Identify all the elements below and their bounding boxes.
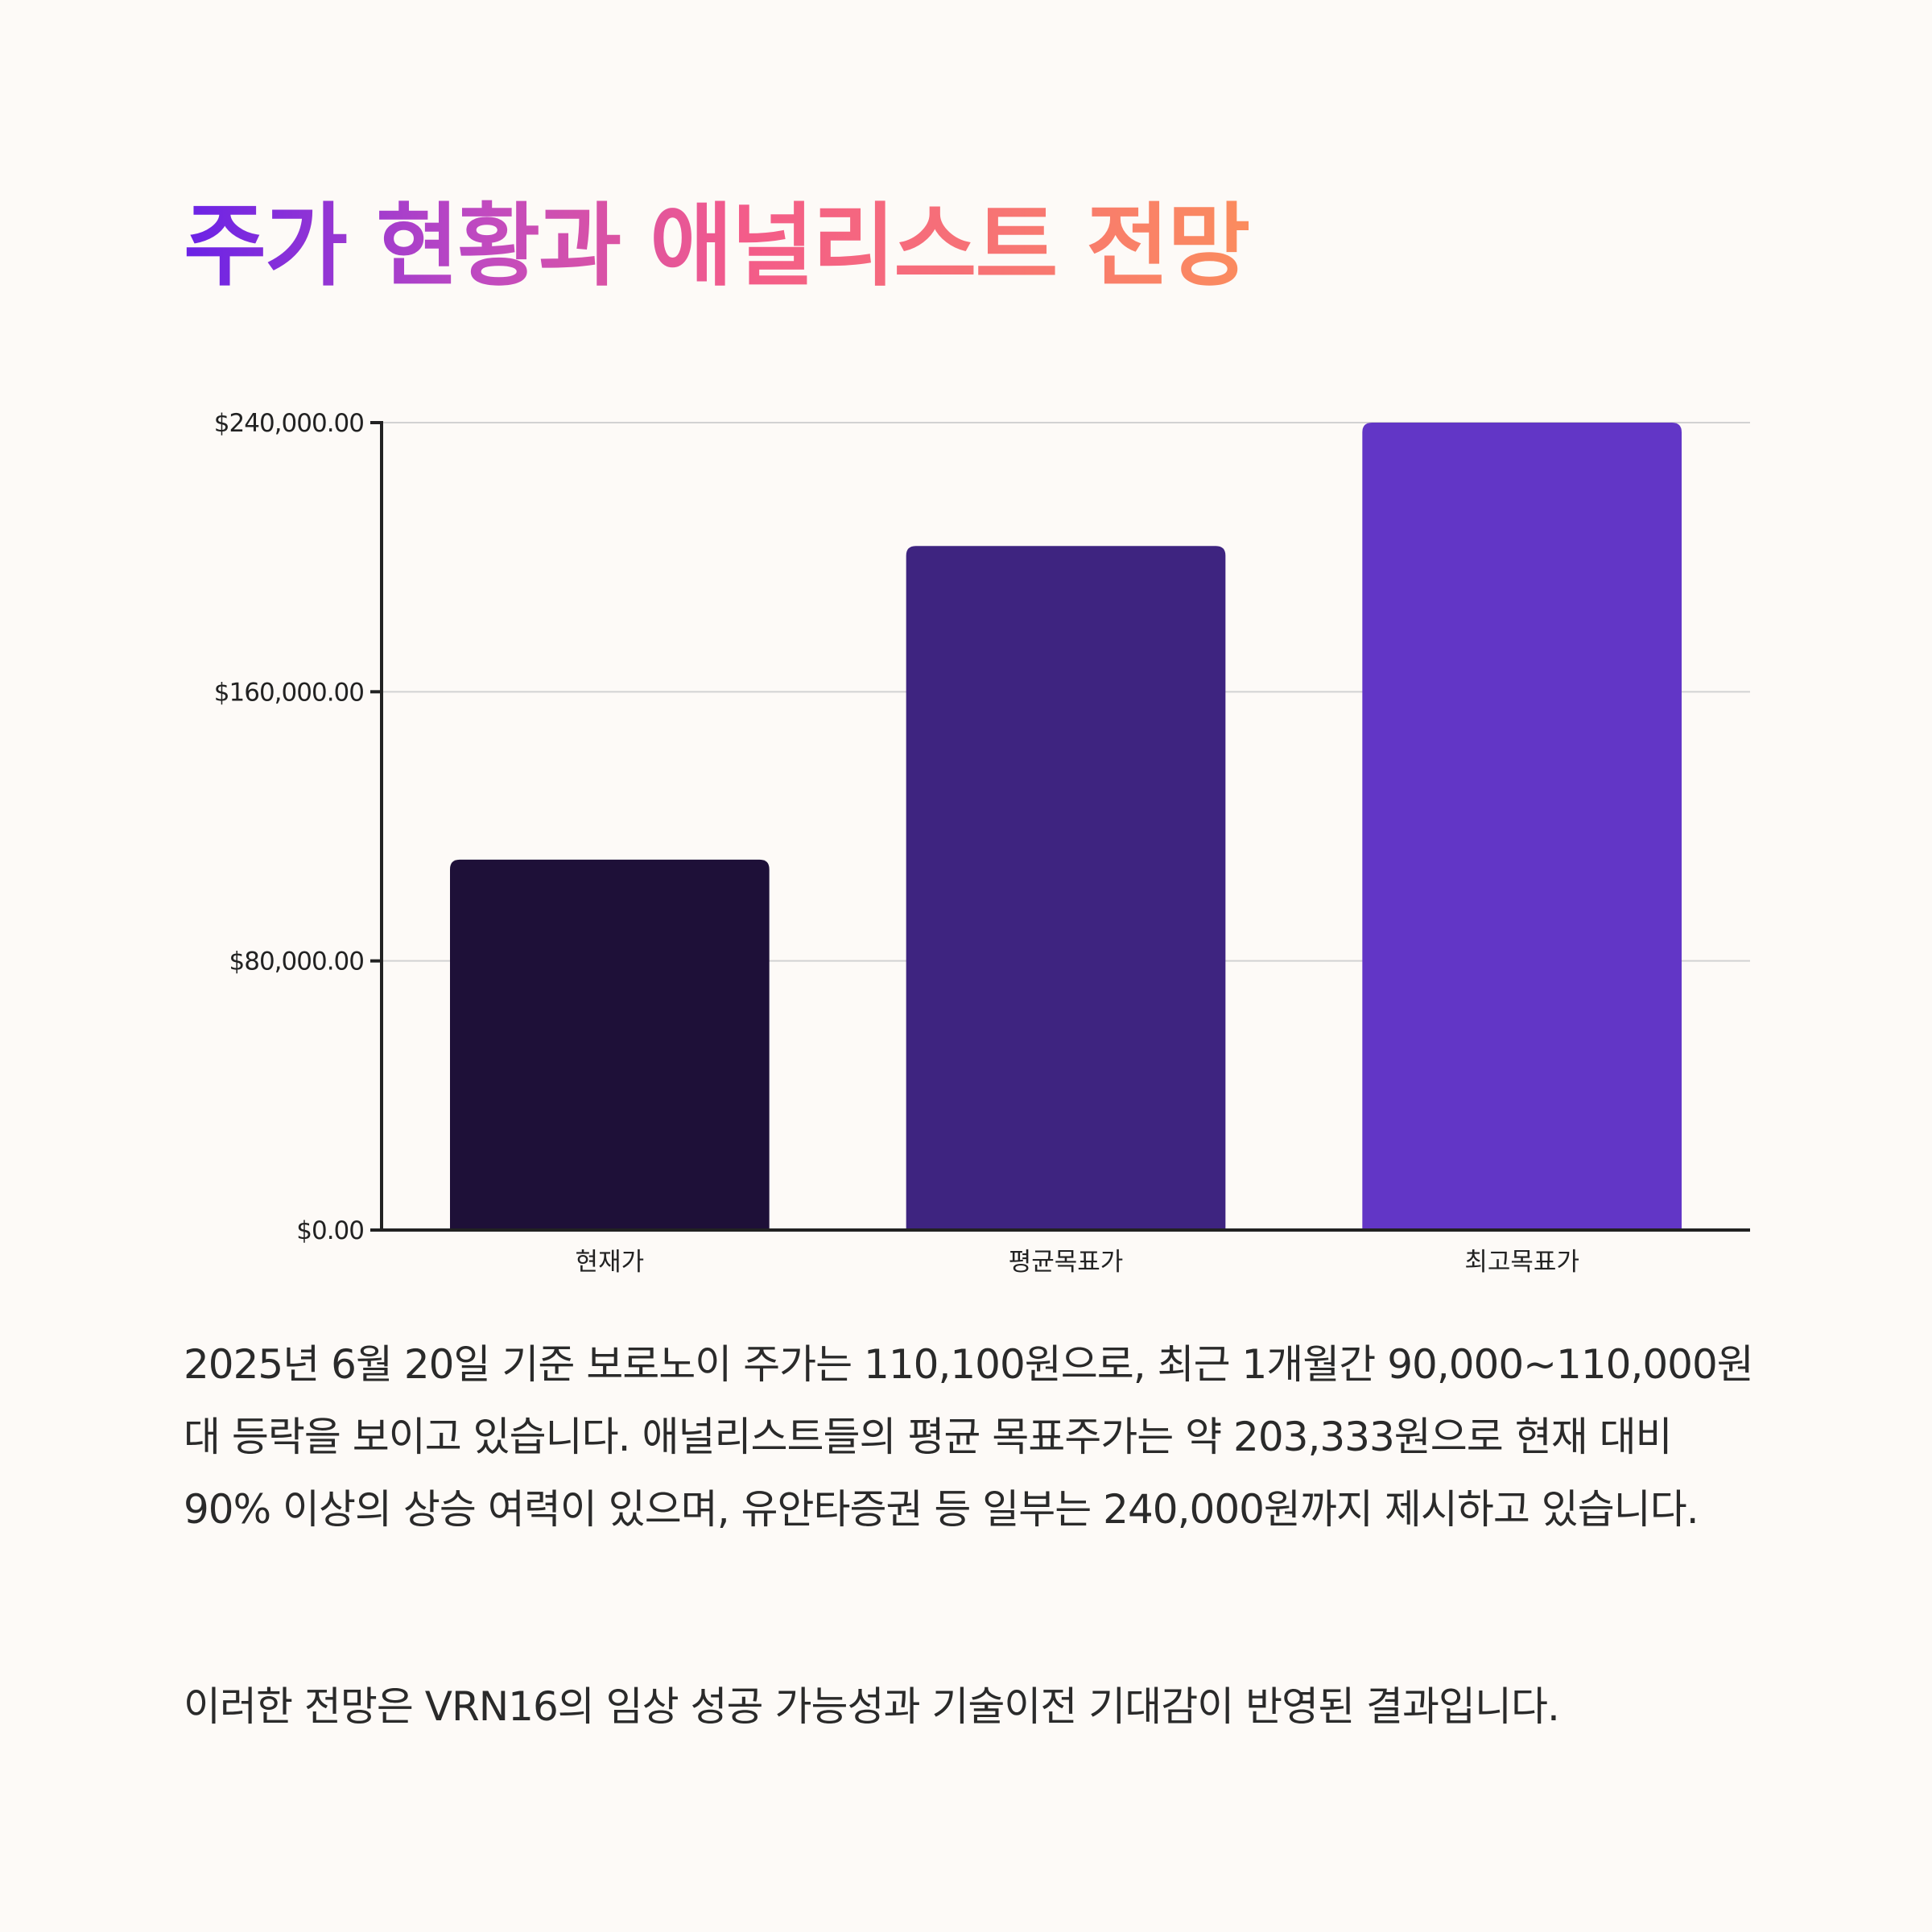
- bar-1: [450, 859, 770, 1230]
- summary-paragraph: 이러한 전망은 VRN16의 임상 성공 가능성과 기술이전 기대감이 반영된 …: [184, 1683, 1560, 1730]
- x-category-label: 최고목표가: [1464, 1248, 1579, 1277]
- bar-chart: $0.00 $80,000.00 $160,000.00 $240,000.00 현재가…: [214, 409, 1750, 1277]
- y-tick-label: $240,000.00: [214, 409, 364, 438]
- x-category-label: 평균목표가: [1009, 1248, 1124, 1277]
- description-paragraph: 2025년 6월 20일 기준 보로노이 주가는 110,100원으로, 최근 …: [184, 1341, 1754, 1533]
- y-tick-label: $160,000.00: [214, 678, 364, 707]
- x-category-label: 현재가: [576, 1248, 645, 1277]
- bar-2: [906, 546, 1226, 1230]
- y-tick-label: $80,000.00: [229, 947, 365, 976]
- page-title: 주가 현황과 애널리스트 전망: [184, 173, 1250, 303]
- chart-svg: $0.00 $80,000.00 $160,000.00 $240,000.00 현재가…: [214, 409, 1750, 1277]
- bar-3: [1362, 423, 1682, 1230]
- y-tick-label: $0.00: [296, 1216, 364, 1245]
